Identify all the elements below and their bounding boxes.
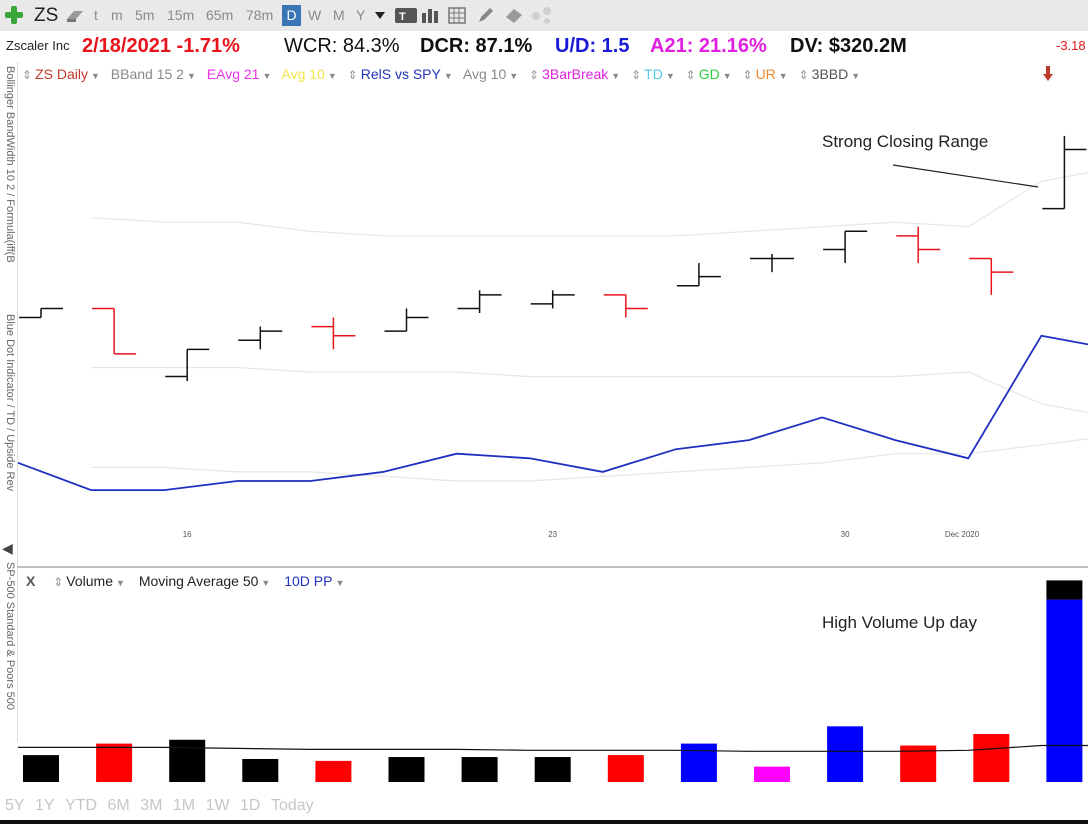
bar-style-icon[interactable]	[421, 7, 441, 24]
range-1d[interactable]: 1D	[240, 797, 261, 814]
volume-bar-14	[1046, 599, 1083, 782]
date-change: 2/18/2021 -1.71%	[82, 35, 240, 57]
legend-10d-pp[interactable]: 10D PP ▼	[284, 573, 345, 589]
bottom-border	[0, 820, 1088, 824]
range-5y[interactable]: 5Y	[5, 797, 25, 814]
company-name: Zscaler Inc	[6, 38, 70, 53]
volume-bar-5	[388, 757, 425, 782]
period-yearly[interactable]: Y	[356, 7, 366, 23]
bband-upper-line	[91, 172, 1088, 237]
blue-dot-label[interactable]: Blue Dot Indicator / TD / Upside Rev	[4, 314, 16, 492]
legend-gd[interactable]: ⇕ GD ▼	[685, 66, 732, 82]
volume-bar-6	[461, 757, 498, 782]
down-arrow-icon	[1043, 66, 1053, 82]
period-tick[interactable]: t	[94, 7, 98, 23]
annotation-strong-closing-range: Strong Closing Range	[822, 132, 989, 151]
period-minute[interactable]: m	[111, 7, 123, 23]
x-axis-label-3: 30	[841, 530, 850, 539]
volume-bar-4	[315, 760, 352, 782]
price-legend: ⇕ ZS Daily ▼ BBand 15 2 ▼ EAvg 21 ▼ Avg 10 ▼ …	[22, 63, 867, 85]
period-monthly[interactable]: M	[333, 7, 345, 23]
layout-icon[interactable]	[64, 7, 86, 24]
range-1m[interactable]: 1M	[172, 797, 196, 814]
back-arrow-icon[interactable]: ◀	[2, 540, 13, 556]
pencil-icon[interactable]	[476, 7, 496, 24]
range-1y[interactable]: 1Y	[35, 797, 55, 814]
x-axis-label-1: 16	[183, 530, 192, 539]
legend-ur[interactable]: ⇕ UR ▼	[742, 66, 788, 82]
legend-td[interactable]: ⇕ TD ▼	[631, 66, 675, 82]
period-weekly[interactable]: W	[308, 7, 322, 23]
volume-moving-average-50-line	[18, 744, 1088, 752]
period-65m[interactable]: 65m	[206, 7, 234, 23]
legend-eavg-21[interactable]: EAvg 21 ▼	[206, 66, 272, 82]
volume-bar-7	[534, 757, 571, 782]
volume-bar-11	[827, 726, 864, 782]
x-axis-label-4: Dec 2020	[945, 530, 980, 539]
close-volume-button[interactable]: X	[26, 573, 36, 589]
legend-volume[interactable]: ⇕ Volume ▼	[53, 573, 125, 589]
ud-value: U/D: 1.5	[555, 35, 630, 57]
range-3m[interactable]: 3M	[140, 797, 163, 814]
bandwidth-label[interactable]: Bollinger BandWidth 10 2 / Formula(iff(B	[4, 66, 16, 263]
range-6m[interactable]: 6M	[107, 797, 130, 814]
legend-3bbd[interactable]: ⇕ 3BBD ▼	[798, 66, 861, 82]
volume-bar-10	[754, 766, 790, 782]
grid-icon[interactable]	[448, 7, 468, 24]
bband-lower-line	[91, 366, 1088, 414]
legend-bband[interactable]: BBand 15 2 ▼	[110, 66, 196, 82]
legend-3barbreak[interactable]: ⇕ 3BarBreak ▼	[529, 66, 621, 82]
annotation-pointer-line	[892, 164, 1039, 188]
erase-icon[interactable]	[504, 7, 524, 24]
legend-avg-10[interactable]: Avg 10 ▼	[281, 66, 337, 82]
text-tool-icon[interactable]: T	[395, 7, 417, 24]
sp500-label[interactable]: SP-500 Standard & Poors 500	[4, 562, 16, 710]
period-15m[interactable]: 15m	[167, 7, 195, 23]
volume-bar-2	[169, 739, 206, 782]
range-1w[interactable]: 1W	[205, 797, 230, 814]
volume-bar-0	[23, 755, 59, 782]
volume-bar-9	[680, 743, 717, 782]
add-symbol-icon[interactable]	[5, 6, 23, 24]
legend-rels-vs-spy[interactable]: ⇕ RelS vs SPY ▼	[347, 66, 453, 82]
range-today[interactable]: Today	[270, 797, 314, 814]
pocket-pivot-cap-14	[1046, 580, 1083, 600]
legend-moving-average-50[interactable]: Moving Average 50 ▼	[138, 573, 271, 589]
info-bar: Zscaler Inc 2/18/2021 -1.71% WCR: 84.3% …	[0, 31, 1088, 81]
svg-text:T: T	[399, 11, 406, 23]
volume-bar-3	[242, 758, 279, 782]
dcr-value: DCR: 87.1%	[420, 35, 533, 57]
period-5m[interactable]: 5m	[135, 7, 155, 23]
range-ytd[interactable]: YTD	[65, 797, 98, 814]
period-78m[interactable]: 78m	[246, 7, 274, 23]
relative-strength-line	[17, 334, 1088, 492]
range-footer: 5Y 1Y YTD 6M 3M 1M 1W 1D Today	[0, 792, 1088, 820]
volume-bar-1	[96, 743, 133, 782]
right-change: -3.18	[1056, 38, 1086, 53]
volume-bar-8	[607, 755, 644, 782]
chart-canvas[interactable]: 020162330Dec 2020	[0, 0, 1088, 792]
share-icon[interactable]	[531, 7, 553, 24]
wcr-value: WCR: 84.3%	[284, 35, 400, 57]
volume-legend: X ⇕ Volume ▼ Moving Average 50 ▼ 10D PP ▼	[26, 570, 344, 592]
a21-value: A21: 21.16%	[650, 35, 767, 57]
top-toolbar: ZS t m 5m 15m 65m 78m D W M Y T	[0, 0, 1088, 32]
symbol-field[interactable]: ZS	[34, 5, 59, 26]
avg-10-line	[91, 438, 1088, 482]
annotation-high-volume-up-day: High Volume Up day	[822, 613, 977, 632]
x-axis-label-2: 23	[548, 530, 557, 539]
legend-avg-10-rs[interactable]: Avg 10 ▼	[462, 66, 519, 82]
legend-zs-daily[interactable]: ⇕ ZS Daily ▼	[22, 66, 100, 82]
panel-divider[interactable]	[17, 566, 1088, 568]
period-daily[interactable]: D	[282, 5, 301, 26]
dollar-volume: DV: $320.2M	[790, 35, 907, 57]
period-dropdown-icon[interactable]	[375, 12, 385, 19]
left-indicator-strip: Bollinger BandWidth 10 2 / Formula(iff(B…	[0, 62, 18, 742]
volume-bar-13	[973, 734, 1010, 782]
